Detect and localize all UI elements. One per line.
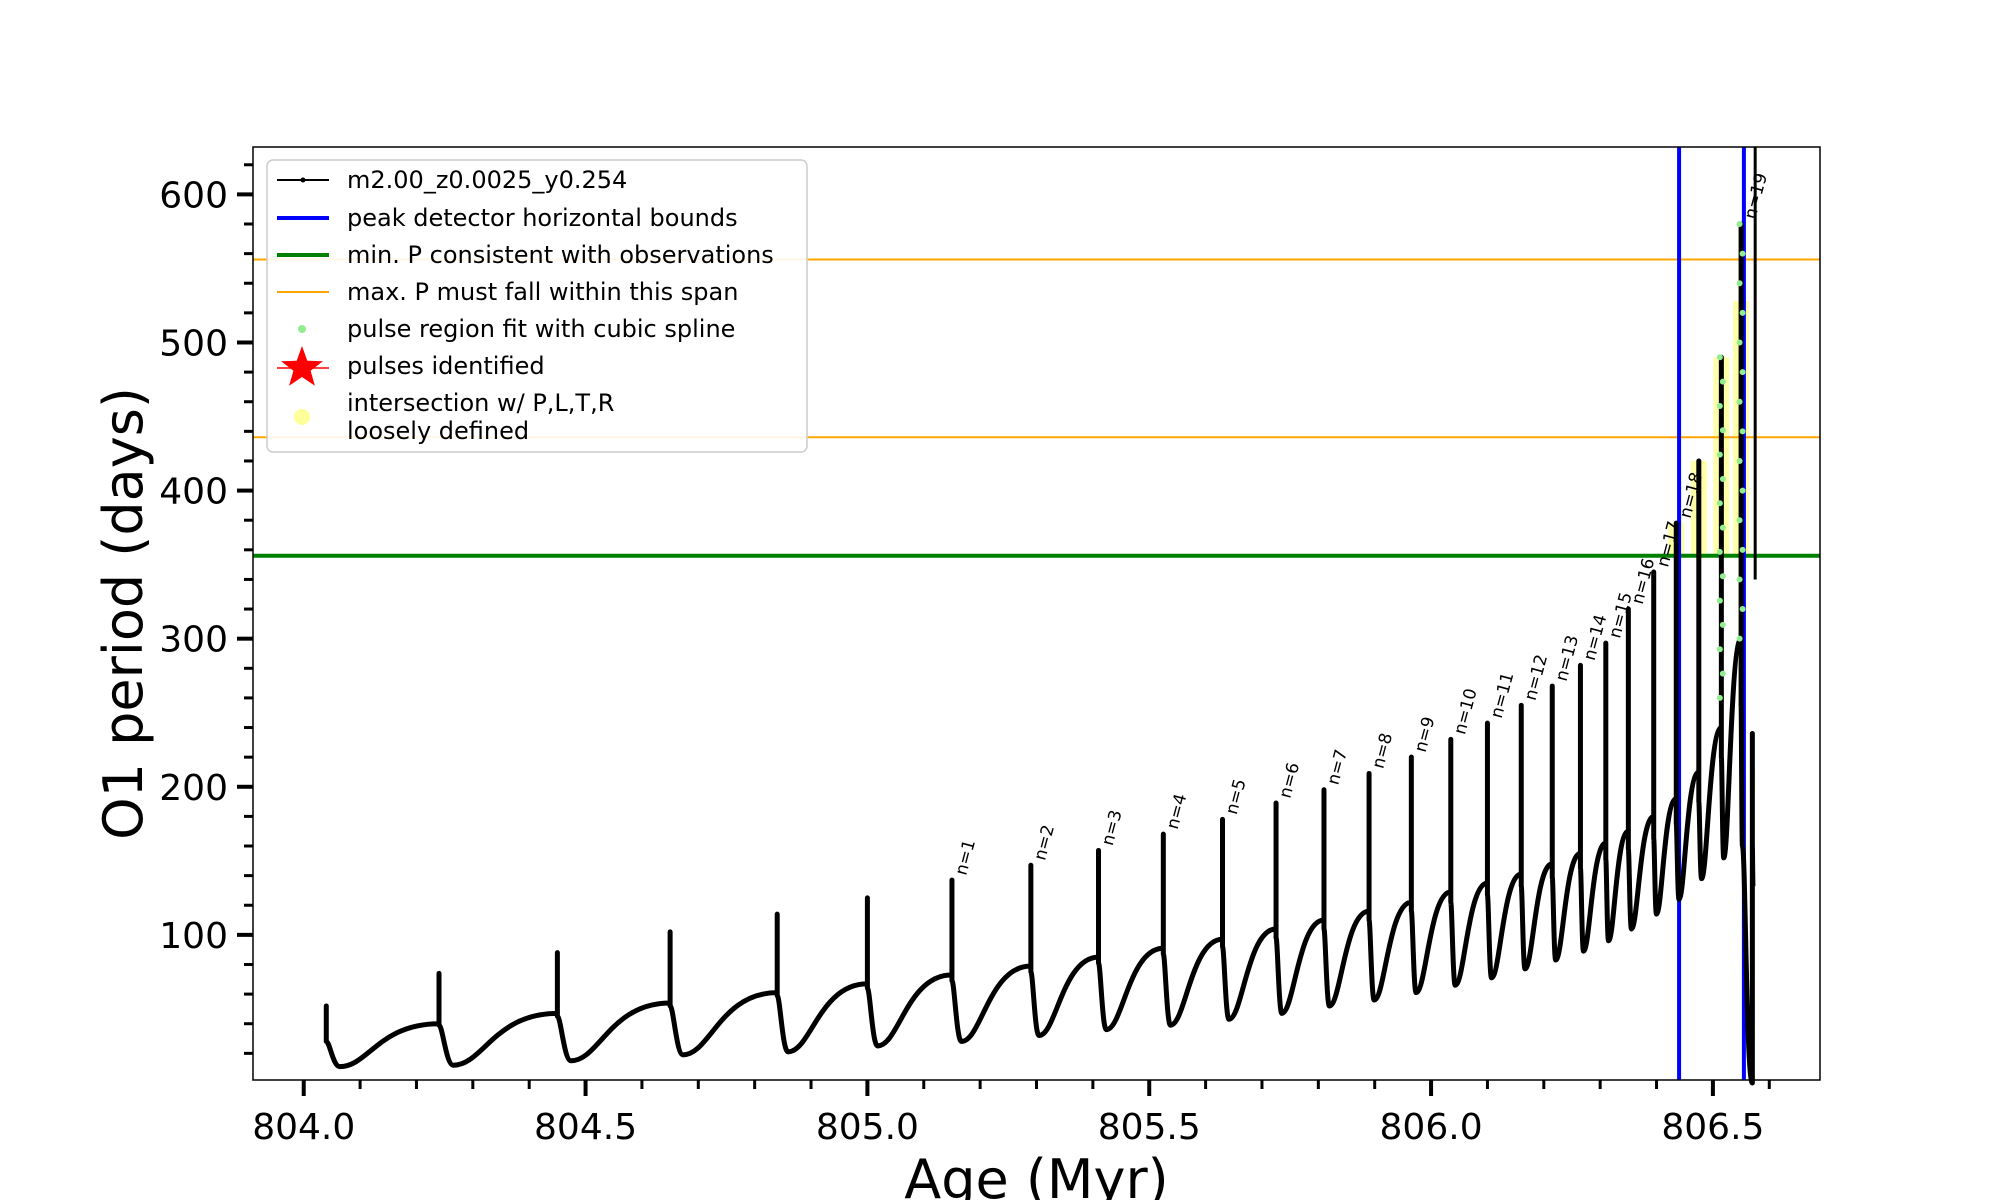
spline-point <box>1716 646 1723 653</box>
spline-point <box>1719 524 1726 531</box>
spline-point <box>1716 694 1723 701</box>
data-series <box>323 147 1757 1086</box>
legend-label: min. P consistent with observations <box>347 241 774 269</box>
spline-point <box>1736 576 1743 583</box>
y-tick-label: 400 <box>159 472 228 513</box>
spline-point <box>1719 378 1726 385</box>
spline-point <box>1736 280 1743 287</box>
spline-point <box>1736 221 1743 228</box>
y-tick-label: 200 <box>159 768 228 809</box>
spline-point <box>1739 546 1746 553</box>
spline-point <box>1739 428 1746 435</box>
x-tick-label: 806.5 <box>1661 1107 1764 1148</box>
spline-point <box>1736 517 1743 524</box>
x-tick-label: 804.0 <box>252 1107 355 1148</box>
spline-point <box>1716 354 1723 361</box>
spline-point <box>1739 369 1746 376</box>
model-curve <box>323 221 1756 1086</box>
spline-point <box>1739 487 1746 494</box>
legend-label: loosely defined <box>347 417 529 445</box>
legend-box <box>266 159 808 453</box>
legend-marker-dot <box>300 177 306 183</box>
y-tick-label: 100 <box>159 916 228 957</box>
spline-point <box>1719 670 1726 677</box>
x-tick-label: 806.0 <box>1380 1107 1483 1148</box>
legend-label: intersection w/ P,L,T,R <box>347 389 614 417</box>
spline-point <box>1716 402 1723 409</box>
legend-label: max. P must fall within this span <box>347 278 738 306</box>
spline-point <box>1716 548 1723 555</box>
x-tick-label: 805.5 <box>1098 1107 1201 1148</box>
spline-point <box>1736 398 1743 405</box>
spline-point <box>1736 339 1743 346</box>
x-tick-label: 805.0 <box>816 1107 919 1148</box>
legend-label: pulses identified <box>347 352 545 380</box>
spline-point <box>1719 621 1726 628</box>
legend-marker-star <box>281 346 323 386</box>
legend-label: pulse region fit with cubic spline <box>347 315 735 343</box>
spline-point <box>1736 635 1743 642</box>
axes: 804.0 804.5 805.0 805.5 806.0 806.5 100 200 300 4… <box>159 163 1771 1148</box>
spline-point <box>1736 457 1743 464</box>
y-tick-label: 500 <box>159 323 228 364</box>
spline-point <box>1719 427 1726 434</box>
spline-point <box>1716 597 1723 604</box>
spline-point <box>1739 250 1746 257</box>
legend-marker <box>298 325 306 333</box>
legend-label: peak detector horizontal bounds <box>347 204 738 232</box>
legend-label: m2.00_z0.0025_y0.254 <box>347 166 627 194</box>
legend-marker <box>294 409 310 425</box>
y-tick-label: 300 <box>159 620 228 661</box>
spline-point <box>1719 573 1726 580</box>
x-axis-label: Age (Myr) <box>904 1148 1169 1200</box>
spline-point <box>1716 500 1723 507</box>
spline-point <box>1739 606 1746 613</box>
spline-point <box>1739 309 1746 316</box>
spline-point <box>1719 475 1726 482</box>
spline-point <box>1716 451 1723 458</box>
y-tick-label: 600 <box>159 175 228 216</box>
y-axis-label: O1 period (days) <box>92 387 155 840</box>
x-tick-label: 804.5 <box>534 1107 637 1148</box>
